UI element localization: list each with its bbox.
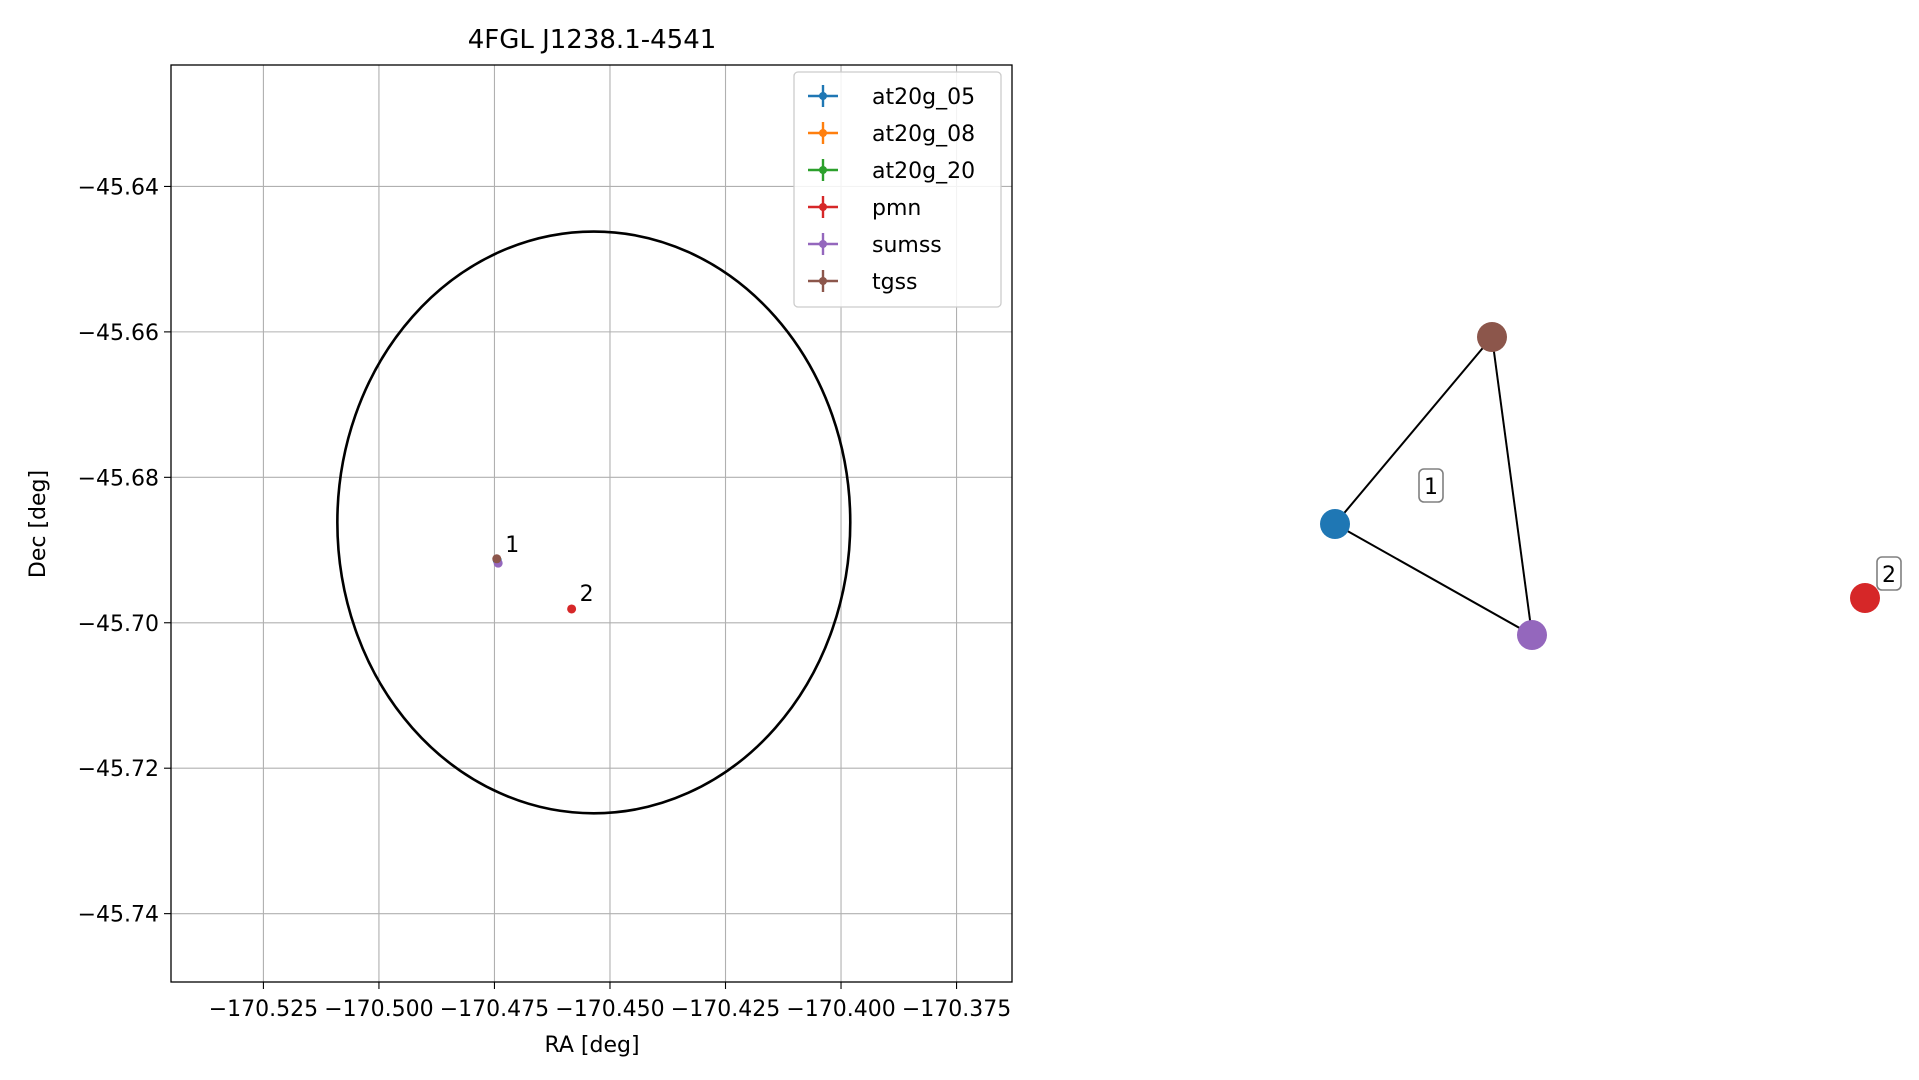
node-pmn [1850,583,1880,613]
x-tick-label: −170.525 [209,997,318,1022]
legend-item-at20g-20: at20g_20 [808,159,975,184]
point-label-1: 1 [505,533,519,558]
x-tick-label: −170.425 [671,997,780,1022]
legend-box [793,71,1002,308]
legend-marker [819,92,827,100]
y-tick-label: −45.68 [78,466,159,491]
legend-marker [819,166,827,174]
x-tick-label: −170.400 [786,997,895,1022]
edge-tgss-sumss [1491,336,1533,636]
y-axis-ticks: −45.64 −45.66 −45.68 −45.70 −45.72 −45.74 [78,175,171,928]
svg-text:1: 1 [1424,475,1438,500]
legend-marker [819,129,827,137]
legend-label: tgss [872,270,918,295]
legend-label: sumss [872,233,942,258]
graph-panel: 1 2 [1320,322,1902,650]
points-layer: 12 [492,533,594,614]
legend-label: at20g_05 [872,85,975,110]
group-label-1: 1 [1418,468,1444,503]
point-tgss [492,554,502,564]
legend-item-at20g-08: at20g_08 [808,122,975,147]
node-tgss [1477,322,1507,352]
error-ellipse [336,230,852,815]
svg-text:2: 2 [1882,563,1896,588]
y-tick-label: −45.72 [78,757,159,782]
x-tick-label: −170.475 [440,997,549,1022]
legend-item-sumss: sumss [808,233,942,258]
edge-at20g05-tgss [1334,336,1493,525]
legend-label: at20g_20 [872,159,975,184]
legend-marker [819,277,827,285]
plot-frame [170,64,1013,983]
edge-at20g05-sumss [1334,523,1533,636]
legend-item-pmn: pmn [808,196,921,221]
x-tick-label: −170.375 [902,997,1011,1022]
group-label-2: 2 [1876,556,1902,591]
node-sumss [1517,620,1547,650]
y-tick-label: −45.70 [78,612,159,637]
y-tick-label: −45.66 [78,321,159,346]
chart-title: 4FGL J1238.1-4541 [468,25,717,55]
legend-label: at20g_08 [872,122,975,147]
error-ellipse-layer [336,230,852,815]
y-tick-label: −45.74 [78,903,159,928]
legend-item-at20g-05: at20g_05 [808,85,975,110]
x-axis-ticks: −170.525 −170.500 −170.475 −170.450 −170.425… [209,982,1011,1022]
point-pmn [567,604,577,614]
x-tick-label: −170.450 [555,997,664,1022]
node-at20g-05 [1320,509,1350,539]
legend-label: pmn [872,196,921,221]
scatter-panel: 4FGL J1238.1-4541 12 −170.525 −170.500 −17… [26,25,1013,1058]
legend-marker [819,203,827,211]
y-axis-label: Dec [deg] [26,470,51,578]
x-tick-label: −170.500 [324,997,433,1022]
x-axis-label: RA [deg] [544,1033,639,1058]
y-tick-label: −45.64 [78,175,159,200]
legend-marker [819,240,827,248]
point-label-2: 2 [580,582,594,607]
legend-item-tgss: tgss [808,270,918,295]
